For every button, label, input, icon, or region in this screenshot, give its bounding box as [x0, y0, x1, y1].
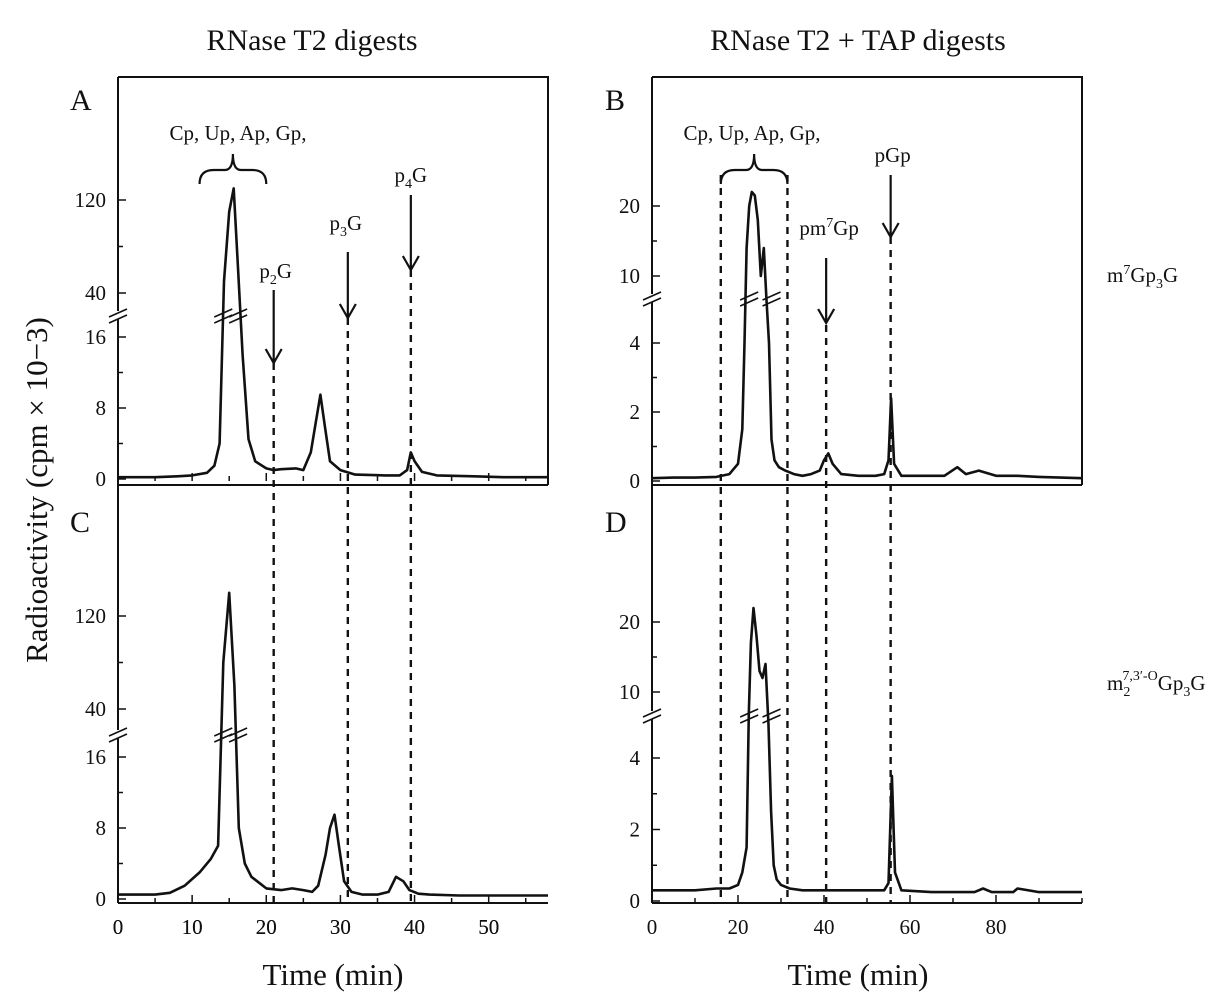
ticks-D: 0 2 4 10 20 0 20 40 60 80: [619, 610, 1083, 939]
label-p2G: p2G: [259, 259, 292, 288]
y-tick-label-A: 8: [96, 396, 107, 420]
arrow: [817, 258, 836, 326]
arrow: [338, 252, 357, 321]
y-tick-label-D: 2: [630, 818, 641, 842]
y-tick-label-A: 120: [75, 188, 107, 212]
y-break-gap-B: [646, 294, 658, 302]
x-tick-label-D: 0: [647, 915, 658, 939]
peak-break-mark-B: [762, 291, 781, 307]
ticks-A: 0 8 16 40 120 0 10 20 30 40 50: [75, 188, 527, 939]
ticks-B: 0 2 4 10 20: [619, 194, 662, 493]
annotations: Cp, Up, Ap, Gp, Cp, Up, Ap, Gp, p2G p3G p4G p…: [169, 121, 911, 366]
x-tick-label-A: 40: [404, 915, 425, 939]
bracket: [719, 153, 789, 185]
y-axis-title: Radioactivity (cpm × 10−3): [19, 317, 54, 663]
y-tick-label-A: 0: [96, 467, 107, 491]
left-frame: [117, 76, 549, 903]
bracket: [198, 153, 268, 185]
y-tick-label-B: 20: [619, 194, 640, 218]
bracket-label: Cp, Up, Ap, Gp,: [169, 121, 306, 145]
y-tick-label-B: 2: [630, 400, 641, 424]
x-tick-label-D: 60: [900, 915, 921, 939]
row-label-bottom: m27,3′-OGp3G: [1107, 669, 1206, 700]
trace-C: [118, 591, 548, 897]
peak-break-mark-C: [228, 727, 248, 743]
y-break-gap-C: [112, 730, 124, 738]
arrow: [881, 175, 900, 240]
panel-letter-B: B: [605, 84, 625, 117]
y-tick-label-B: 10: [619, 264, 640, 288]
x-tick-label-A: 0: [113, 915, 124, 939]
y-break-mark-C: [108, 727, 128, 743]
right-frame: [651, 76, 1083, 903]
y-tick-label-D: 4: [630, 746, 641, 770]
right-column-title: RNase T2 + TAP digests: [710, 24, 1006, 57]
row-label-top: m7Gp3G: [1107, 263, 1178, 292]
left-column-title: RNase T2 digests: [206, 24, 417, 57]
x-tick-label-A: 20: [256, 915, 277, 939]
y-break-gap-D: [646, 711, 658, 719]
label-pm7Gp: pm7Gp: [799, 216, 859, 240]
y-tick-label-D: 20: [619, 610, 640, 634]
label-p3G: p3G: [329, 211, 362, 240]
peak-break-mark-B: [739, 291, 759, 307]
x-tick-label-A: 10: [182, 915, 203, 939]
panel-letter-C: C: [70, 506, 90, 539]
x-tick-label-D: 80: [986, 915, 1007, 939]
arrow: [264, 290, 283, 366]
x-axis-title-left: Time (min): [263, 957, 404, 992]
peak-break-mark-A: [228, 308, 248, 324]
panel-letter-D: D: [605, 506, 627, 539]
panel-frames: [117, 76, 1083, 904]
trace-B: [651, 190, 1083, 480]
y-tick-label-C: 120: [75, 604, 107, 628]
y-tick-label-D: 0: [630, 889, 641, 913]
trace-D: [652, 606, 1082, 894]
dashed-guides: [272, 175, 892, 903]
x-tick-label-C: 0: [113, 915, 124, 939]
label-p4G: p4G: [395, 163, 428, 192]
y-break-mark-D: [642, 708, 662, 724]
panel-letter-A: A: [70, 84, 92, 117]
x-tick-label-C: 10: [182, 915, 203, 939]
y-break-mark-B: [642, 291, 662, 307]
x-tick-label-C: 20: [256, 915, 277, 939]
label-pGp: pGp: [875, 143, 911, 167]
x-tick-label-C: 40: [404, 915, 425, 939]
peak-break-mark-D: [762, 708, 781, 724]
x-tick-label-D: 20: [728, 915, 749, 939]
traces: [118, 187, 1083, 897]
trace-A: [118, 187, 548, 479]
ticks-C: 0 8 16 40 120 0 10 20 30 40 50: [75, 604, 527, 939]
x-tick-label-C: 30: [330, 915, 351, 939]
y-tick-label-B: 0: [630, 469, 641, 493]
y-break-gap-A: [112, 311, 124, 319]
x-tick-label-C: 50: [478, 915, 499, 939]
y-tick-label-A: 40: [85, 281, 106, 305]
y-break-mark-A: [108, 308, 128, 324]
bracket-label: Cp, Up, Ap, Gp,: [683, 121, 820, 145]
y-tick-label-D: 10: [619, 680, 640, 704]
y-tick-label-C: 40: [85, 697, 106, 721]
x-tick-label-D: 40: [814, 915, 835, 939]
y-tick-label-C: 8: [96, 816, 107, 840]
y-tick-label-C: 0: [96, 887, 107, 911]
x-tick-label-A: 30: [330, 915, 351, 939]
y-tick-label-B: 4: [630, 331, 641, 355]
x-tick-label-A: 50: [478, 915, 499, 939]
x-axis-title-right: Time (min): [788, 957, 929, 992]
arrow: [401, 195, 420, 273]
y-tick-label-C: 16: [85, 745, 106, 769]
peak-break-mark-D: [739, 708, 759, 724]
y-tick-label-A: 16: [85, 325, 106, 349]
